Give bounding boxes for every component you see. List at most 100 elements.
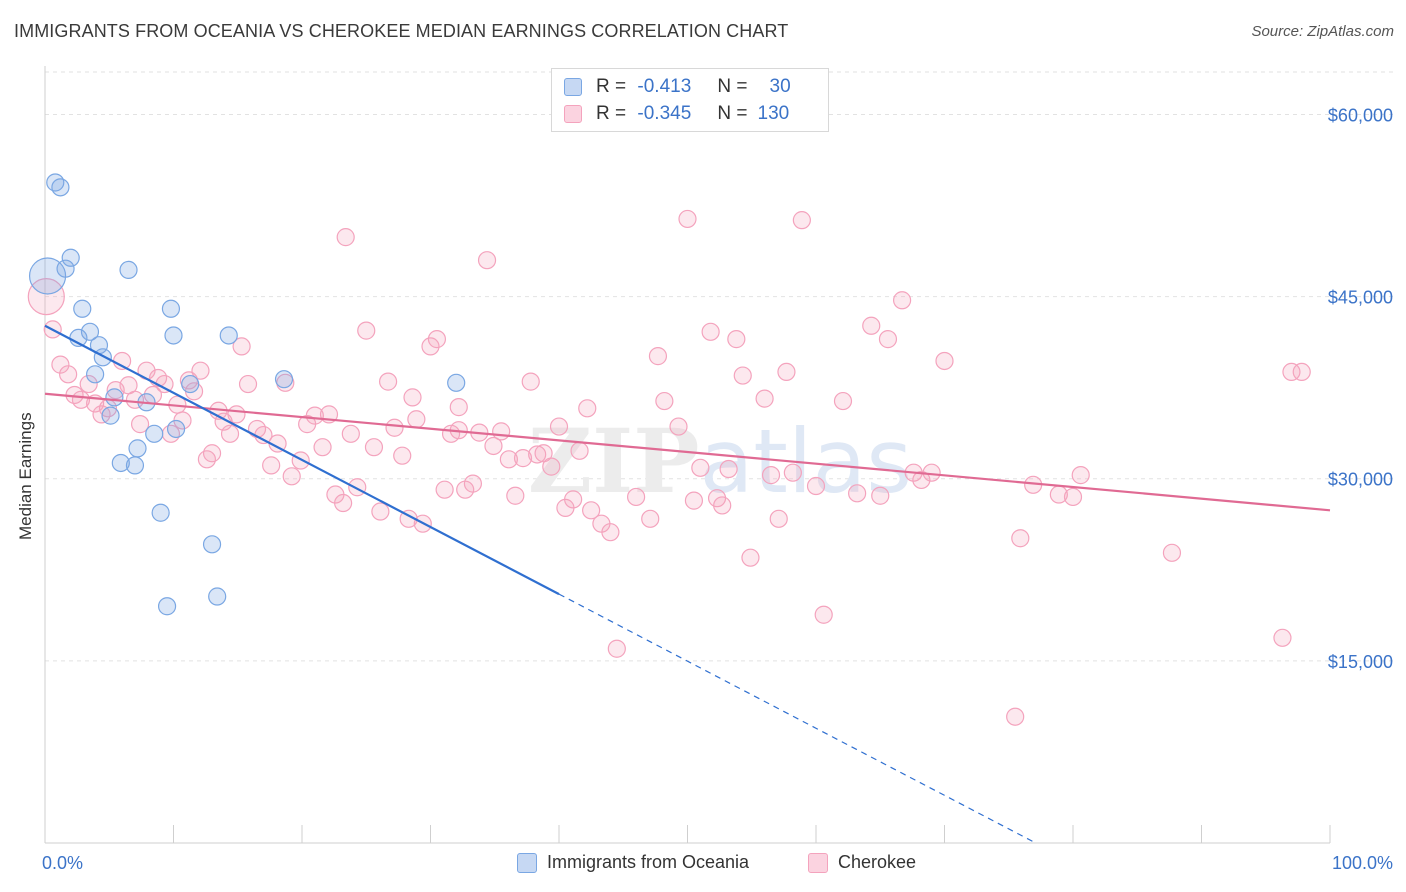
stats-n-value: 30	[769, 76, 791, 97]
point-cherokee	[449, 398, 468, 417]
trendline-oceania	[44, 324, 560, 596]
x-tick-label: 0.0%	[42, 853, 83, 873]
point-cherokee	[713, 496, 732, 515]
point-cherokee	[403, 388, 422, 407]
point-oceania	[93, 348, 112, 367]
point-cherokee	[755, 389, 774, 408]
stats-row-cherokee: R = -0.345 N = 130	[564, 102, 789, 126]
point-cherokee	[385, 418, 404, 437]
point-oceania	[128, 439, 147, 458]
point-cherokee	[641, 509, 660, 528]
point-cherokee	[528, 445, 547, 464]
point-cherokee	[1273, 628, 1292, 647]
stats-swatch-cherokee	[564, 105, 582, 123]
point-cherokee	[364, 438, 384, 457]
point-oceania	[157, 597, 177, 616]
y-tick-label: $60,000	[1328, 105, 1393, 125]
point-cherokee	[484, 436, 503, 456]
point-oceania	[46, 173, 65, 192]
point-cherokee	[871, 486, 890, 505]
point-cherokee	[51, 355, 70, 374]
point-cherokee	[393, 446, 412, 465]
point-cherokee	[912, 470, 931, 490]
legend-label-cherokee: Cherokee	[838, 852, 917, 872]
point-cherokee	[1063, 487, 1083, 507]
point-cherokee	[578, 399, 597, 418]
point-cherokee	[678, 209, 697, 229]
point-cherokee	[769, 509, 788, 528]
point-cherokee	[357, 321, 376, 340]
point-cherokee	[499, 450, 518, 469]
watermark: ZIPatlas	[528, 409, 912, 513]
point-oceania	[219, 326, 238, 345]
point-oceania	[164, 326, 183, 345]
stats-r-value: -0.413	[637, 76, 692, 97]
point-oceania	[151, 503, 170, 522]
point-cherokee	[202, 444, 222, 463]
stats-r-label: R =	[596, 103, 627, 124]
point-cherokee	[313, 438, 332, 457]
point-cherokee	[719, 459, 738, 479]
point-cherokee	[130, 415, 150, 434]
point-oceania	[208, 587, 227, 606]
point-cherokee	[334, 493, 353, 513]
stats-swatch-oceania	[564, 78, 582, 96]
point-cherokee	[878, 330, 898, 349]
point-cherokee	[669, 417, 688, 436]
point-oceania	[56, 259, 75, 278]
point-cherokee	[492, 422, 511, 441]
point-cherokee	[1292, 362, 1311, 382]
legend-swatch-cherokee	[808, 852, 828, 873]
point-oceania	[125, 456, 145, 475]
point-oceania	[161, 299, 181, 318]
stats-n-label: N =	[717, 76, 748, 97]
point-cherokee	[761, 466, 781, 485]
chart-title: IMMIGRANTS FROM OCEANIA VS CHEROKEE MEDI…	[14, 21, 789, 41]
legend-item-oceania: Immigrants from Oceania	[517, 852, 749, 873]
point-cherokee	[833, 391, 853, 411]
trendline-cherokee	[44, 392, 1331, 512]
stats-row-oceania: R = -0.413 N = 30	[564, 75, 791, 99]
point-cherokee	[607, 639, 626, 658]
point-cherokee	[727, 330, 746, 349]
stats-r-value: -0.345	[637, 103, 692, 124]
point-cherokee	[227, 405, 246, 424]
legend-item-cherokee: Cherokee	[808, 852, 916, 873]
point-cherokee	[935, 351, 954, 371]
point-cherokee	[407, 410, 426, 429]
point-oceania	[101, 406, 120, 425]
x-tick-label: 100.0%	[1332, 853, 1393, 873]
point-cherokee	[477, 251, 497, 270]
point-cherokee	[848, 484, 867, 503]
point-cherokee	[435, 480, 454, 499]
point-cherokee	[291, 451, 310, 470]
point-cherokee	[549, 417, 569, 436]
point-cherokee	[427, 330, 447, 349]
point-oceania	[80, 322, 100, 341]
point-cherokee	[1162, 543, 1182, 562]
point-cherokee	[232, 337, 251, 356]
stats-n-value: 130	[757, 103, 790, 124]
point-cherokee	[733, 366, 752, 385]
y-tick-label: $15,000	[1328, 652, 1393, 672]
legend-swatch-oceania	[517, 852, 537, 873]
point-cherokee	[648, 347, 668, 366]
trendline-oceania-extrapolated	[558, 593, 1035, 843]
point-cherokee	[521, 372, 540, 391]
point-cherokee	[238, 374, 258, 394]
point-cherokee	[125, 390, 145, 409]
point-oceania	[119, 260, 138, 280]
point-cherokee	[862, 316, 881, 335]
point-cherokee	[513, 449, 533, 468]
legend-label-oceania: Immigrants from Oceania	[547, 852, 750, 872]
stats-n-label: N =	[717, 103, 748, 124]
y-tick-label: $30,000	[1328, 470, 1393, 490]
stats-r-label: R =	[596, 76, 627, 97]
y-tick-label: $45,000	[1328, 288, 1393, 308]
point-cherokee	[626, 487, 646, 507]
point-cherokee	[783, 463, 802, 482]
stats-legend: R = -0.413 N = 30 R = -0.345 N = 130	[551, 68, 829, 132]
point-cherokee	[191, 361, 210, 380]
point-cherokee	[371, 502, 390, 521]
point-cherokee	[1282, 362, 1301, 382]
